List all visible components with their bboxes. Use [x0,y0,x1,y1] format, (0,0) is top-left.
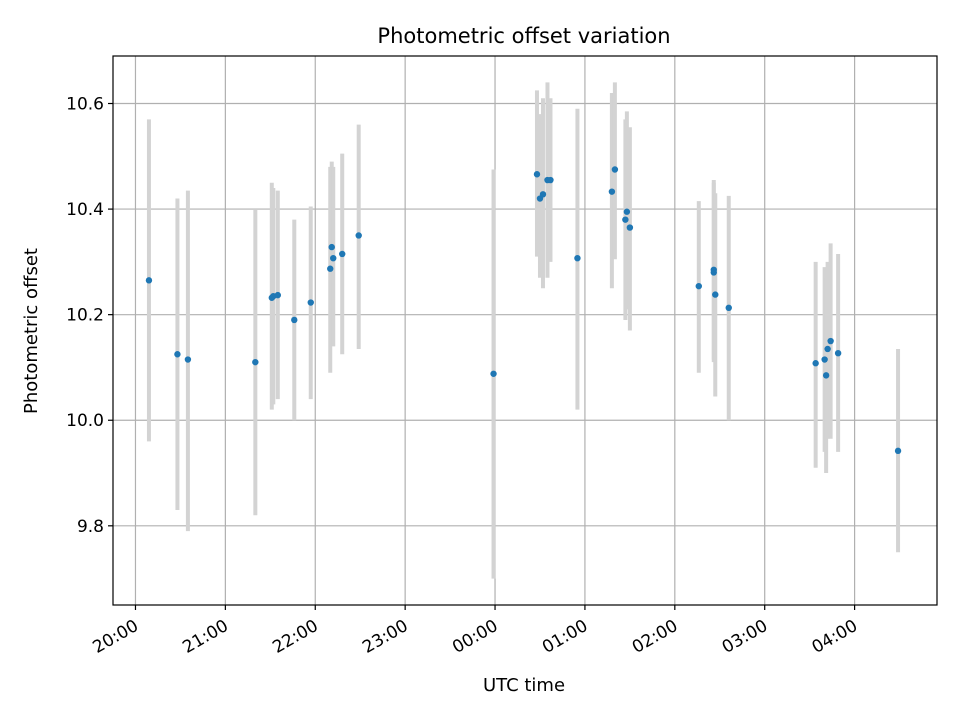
data-point [291,316,298,324]
data-point [608,188,616,195]
data-point [812,360,819,367]
data-point [623,208,631,215]
data-point [184,356,192,363]
data-point [827,337,834,345]
data-points [145,166,902,455]
data-point [328,243,335,251]
data-point [339,250,346,258]
y-tick-label: 10.0 [66,411,104,431]
data-point [725,304,732,312]
data-point [539,191,547,198]
data-point [712,291,719,298]
y-axis-ticks: 9.8 10.0 10.2 10.4 10.6 [66,95,113,537]
data-point [327,265,334,272]
data-point [574,254,581,262]
data-point [274,291,281,299]
data-point [834,349,842,357]
data-point [710,269,717,276]
y-tick-label: 9.8 [77,517,104,537]
data-point [824,345,831,353]
chart-title: Photometric offset variation [377,24,670,48]
data-point [307,299,314,306]
y-tick-label: 10.2 [66,306,104,326]
data-point [174,351,181,358]
data-point [821,356,828,363]
data-point [822,372,830,379]
data-point [547,176,554,184]
data-point [252,358,259,366]
y-tick-label: 10.4 [66,200,104,220]
data-point [330,254,337,262]
data-point [695,282,702,290]
data-point [611,166,619,173]
data-point [490,370,497,377]
data-point [894,447,902,455]
data-point [622,216,629,223]
data-point [355,232,362,239]
plot-frame [112,55,938,606]
grid [113,56,937,605]
data-point [626,224,634,231]
x-axis-label: UTC time [483,675,565,696]
y-axis-label: Photometric offset [21,248,42,414]
data-point [145,277,153,284]
data-point [533,171,541,178]
y-tick-label: 10.6 [66,95,104,115]
